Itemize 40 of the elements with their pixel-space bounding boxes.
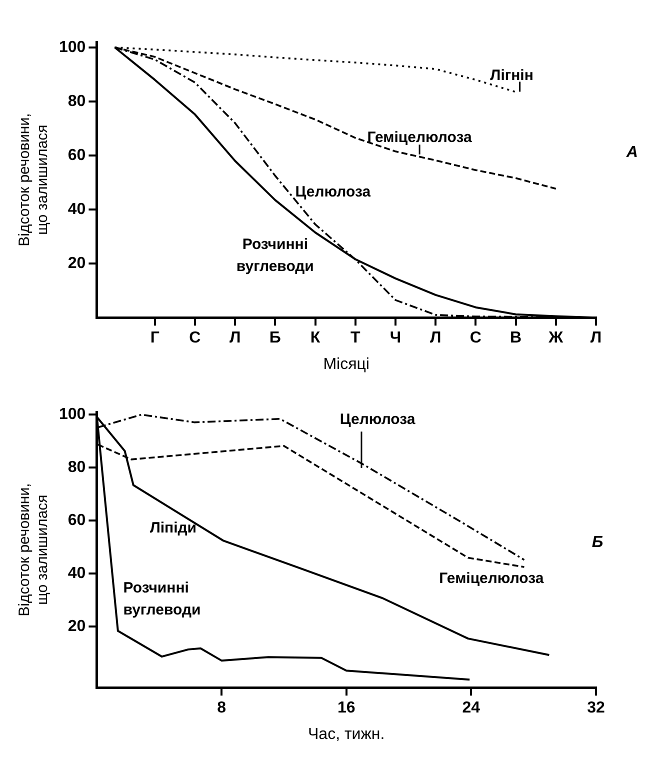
y-tick-label: 80 — [68, 459, 86, 476]
series-label: Ліпіди — [150, 520, 196, 537]
x-tick-label: 32 — [587, 700, 605, 717]
series-label: Лігнін — [490, 66, 534, 84]
series-label: Геміцелюлоза — [367, 129, 472, 146]
x-tick-label: 16 — [337, 700, 356, 717]
x-tick-label: С — [189, 330, 202, 347]
y-tick-label: 60 — [68, 146, 86, 164]
x-tick-label: 8 — [217, 700, 226, 717]
x-axis-title: Час, тижн. — [308, 726, 385, 743]
y-axis-title: Відсоток речовини, що залишилася — [16, 483, 52, 616]
x-tick-label: Л — [430, 330, 442, 347]
x-axis-title: Місяці — [323, 356, 370, 373]
series-label: Розчинні вуглеводи — [123, 579, 201, 618]
x-tick-label: Л — [229, 330, 241, 347]
x-tick-label: С — [470, 330, 482, 347]
y-tick-label: 20 — [68, 618, 86, 636]
x-tick-label: Ж — [548, 330, 564, 347]
series-label: Геміцелюлоза — [439, 570, 544, 588]
y-tick-label: 60 — [68, 512, 86, 530]
x-tick-label: Б — [269, 330, 281, 347]
y-tick-label: 20 — [68, 254, 86, 272]
y-tick-label: 80 — [68, 92, 86, 110]
y-tick-label: 40 — [68, 565, 86, 582]
x-tick-label: Т — [350, 330, 360, 347]
series-label: Розчинні вуглеводи — [236, 236, 314, 275]
annotation: Б — [592, 534, 604, 552]
y-axis-title: Відсоток речовини, що залишилася — [16, 113, 52, 246]
x-tick-label: Г — [150, 330, 160, 347]
text: A — [625, 144, 638, 162]
series-label: Целюлоза — [340, 411, 416, 428]
series-label: Целюлоза — [295, 184, 372, 201]
x-tick-label: К — [310, 330, 320, 347]
x-tick-label: 24 — [462, 700, 480, 717]
x-tick-label: Ч — [390, 330, 402, 347]
y-tick-label: 100 — [58, 38, 86, 56]
x-tick-label: Л — [590, 330, 602, 347]
x-tick-label: В — [510, 330, 522, 347]
y-tick-label: 100 — [58, 406, 86, 424]
y-tick-label: 40 — [68, 200, 86, 218]
